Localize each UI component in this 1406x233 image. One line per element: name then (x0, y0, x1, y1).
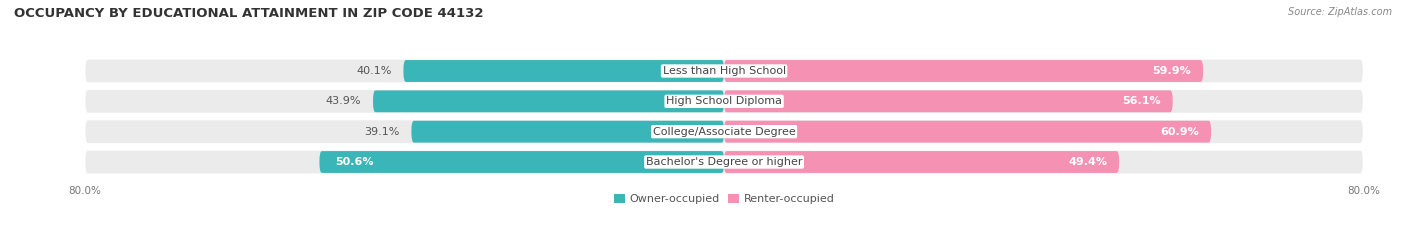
Text: 60.9%: 60.9% (1160, 127, 1199, 137)
Text: 40.1%: 40.1% (356, 66, 391, 76)
Text: 56.1%: 56.1% (1122, 96, 1161, 106)
FancyBboxPatch shape (412, 121, 724, 143)
FancyBboxPatch shape (84, 89, 1364, 114)
FancyBboxPatch shape (84, 150, 1364, 175)
Legend: Owner-occupied, Renter-occupied: Owner-occupied, Renter-occupied (609, 189, 839, 209)
FancyBboxPatch shape (319, 151, 724, 173)
FancyBboxPatch shape (724, 121, 1211, 143)
Text: OCCUPANCY BY EDUCATIONAL ATTAINMENT IN ZIP CODE 44132: OCCUPANCY BY EDUCATIONAL ATTAINMENT IN Z… (14, 7, 484, 20)
FancyBboxPatch shape (724, 151, 1119, 173)
FancyBboxPatch shape (724, 60, 1204, 82)
Text: College/Associate Degree: College/Associate Degree (652, 127, 796, 137)
FancyBboxPatch shape (724, 90, 1173, 112)
Text: Bachelor's Degree or higher: Bachelor's Degree or higher (645, 157, 803, 167)
FancyBboxPatch shape (373, 90, 724, 112)
FancyBboxPatch shape (404, 60, 724, 82)
Text: 50.6%: 50.6% (336, 157, 374, 167)
Text: 59.9%: 59.9% (1153, 66, 1191, 76)
Text: 49.4%: 49.4% (1069, 157, 1107, 167)
Text: 43.9%: 43.9% (326, 96, 361, 106)
Text: High School Diploma: High School Diploma (666, 96, 782, 106)
Text: Less than High School: Less than High School (662, 66, 786, 76)
Text: 39.1%: 39.1% (364, 127, 399, 137)
FancyBboxPatch shape (84, 58, 1364, 83)
Text: Source: ZipAtlas.com: Source: ZipAtlas.com (1288, 7, 1392, 17)
FancyBboxPatch shape (84, 119, 1364, 144)
